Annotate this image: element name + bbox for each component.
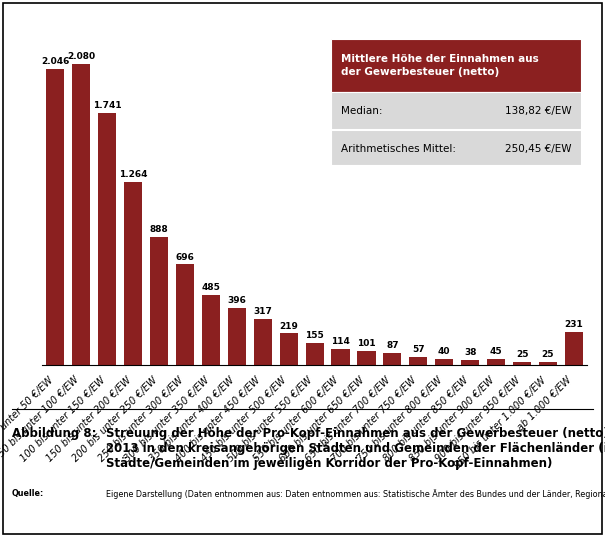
Text: 2.080: 2.080	[67, 52, 96, 61]
Text: 250,45 €/EW: 250,45 €/EW	[505, 144, 571, 154]
Text: Arithmetisches Mittel:: Arithmetisches Mittel:	[341, 144, 456, 154]
Bar	[124, 182, 142, 365]
Bar	[202, 295, 220, 365]
Text: 25: 25	[541, 350, 554, 359]
Bar	[253, 320, 272, 365]
Text: Streuung der Höhe der Pro-Kopf-Einnahmen aus der Gewerbesteuer (netto) im Jahr
2: Streuung der Höhe der Pro-Kopf-Einnahmen…	[106, 427, 605, 470]
Bar	[72, 64, 90, 365]
Text: 231: 231	[564, 320, 583, 329]
Bar	[280, 333, 298, 365]
Text: 87: 87	[386, 340, 399, 350]
Text: 40: 40	[438, 347, 451, 357]
Text: Mittlere Höhe der Einnahmen aus
der Gewerbesteuer (netto): Mittlere Höhe der Einnahmen aus der Gewe…	[341, 54, 538, 77]
Bar	[513, 361, 531, 365]
Text: 138,82 €/EW: 138,82 €/EW	[505, 106, 571, 116]
Bar	[487, 359, 505, 365]
Text: 2.046: 2.046	[41, 57, 70, 66]
Text: 1.264: 1.264	[119, 170, 148, 179]
Text: 155: 155	[306, 331, 324, 340]
Text: Abbildung 8:: Abbildung 8:	[12, 427, 97, 440]
Text: Quelle:: Quelle:	[12, 489, 44, 498]
Bar	[435, 359, 453, 365]
Text: 219: 219	[280, 322, 298, 331]
Text: 485: 485	[201, 283, 220, 292]
Bar	[306, 343, 324, 365]
Bar	[384, 353, 402, 365]
Text: 114: 114	[331, 337, 350, 346]
Bar	[98, 113, 116, 365]
Text: 396: 396	[227, 296, 246, 305]
Text: 317: 317	[253, 307, 272, 316]
Bar	[331, 92, 581, 165]
Bar	[227, 308, 246, 365]
Text: 888: 888	[149, 224, 168, 234]
Text: Median:: Median:	[341, 106, 382, 116]
Bar	[358, 351, 376, 365]
Bar	[176, 264, 194, 365]
Bar	[409, 357, 427, 365]
Text: 1.741: 1.741	[93, 101, 122, 110]
Bar	[461, 360, 479, 365]
Bar	[332, 349, 350, 365]
Text: 45: 45	[490, 347, 502, 355]
Bar	[46, 69, 64, 365]
Text: 101: 101	[357, 339, 376, 347]
Text: 38: 38	[464, 348, 476, 357]
Text: 696: 696	[175, 252, 194, 262]
Bar	[565, 332, 583, 365]
Bar	[150, 237, 168, 365]
Text: Eigene Darstellung (Daten entnommen aus: Daten entnommen aus: Statistische Ämter: Eigene Darstellung (Daten entnommen aus:…	[106, 489, 605, 498]
Text: 25: 25	[516, 350, 528, 359]
Bar	[331, 39, 581, 92]
Bar	[539, 361, 557, 365]
Text: 57: 57	[412, 345, 425, 354]
